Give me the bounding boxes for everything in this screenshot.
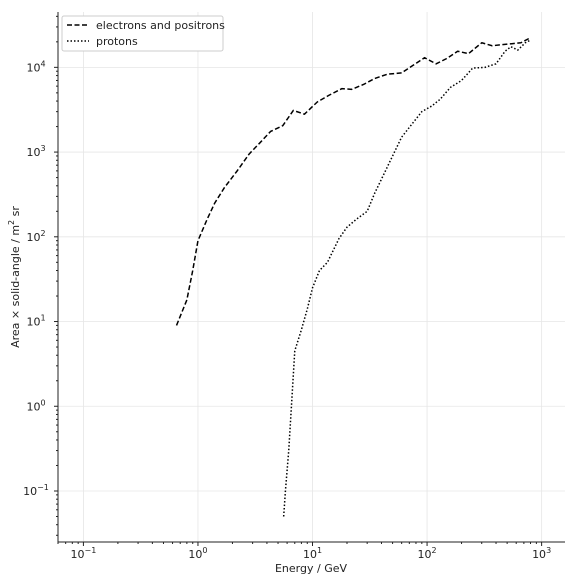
y-axis-label-exponent: 2 (7, 220, 16, 225)
y-tick-label-exponent: 1 (40, 314, 45, 323)
y-tick-label: 100 (26, 398, 45, 413)
y-tick-label-exponent: −1 (37, 483, 49, 492)
legend-label-protons: protons (96, 35, 138, 48)
y-tick-label: 101 (26, 314, 45, 329)
legend-frame (61, 15, 224, 52)
y-tick-label-exponent: 4 (40, 59, 45, 68)
y-tick-label-base: 10 (26, 146, 40, 159)
x-tick-label: 103 (532, 546, 551, 561)
x-tick-label-exponent: 3 (546, 546, 551, 555)
x-tick-label-base: 10 (188, 548, 202, 561)
y-tick-label-base: 10 (26, 316, 40, 329)
x-ticks: 10−1 100 101 102 103 (57, 542, 551, 561)
x-tick-label-base: 10 (71, 548, 85, 561)
y-tick-label: 10−1 (23, 483, 49, 498)
y-tick-label: 102 (26, 229, 45, 244)
x-tick-label-exponent: 0 (202, 546, 207, 555)
y-tick-label-base: 10 (26, 231, 40, 244)
x-tick-label: 102 (418, 546, 437, 561)
y-axis-label-unit: sr (9, 206, 22, 220)
y-axis-label: Area × solid-angle / m2 sr (7, 206, 22, 348)
plot-area (175, 37, 531, 517)
y-tick-label-exponent: 2 (40, 229, 45, 238)
x-tick-label-base: 10 (532, 548, 546, 561)
x-tick-label-exponent: −1 (85, 546, 97, 555)
y-tick-label-exponent: 3 (40, 144, 45, 153)
x-tick-label-exponent: 2 (432, 546, 437, 555)
y-tick-label-base: 10 (26, 400, 40, 413)
x-tick-label: 100 (188, 546, 207, 561)
x-axis-label: Energy / GeV (275, 562, 348, 575)
y-tick-label: 103 (26, 144, 45, 159)
x-tick-label-base: 10 (418, 548, 432, 561)
legend-label-electrons-and-positrons: electrons and positrons (96, 19, 225, 32)
x-tick-label-exponent: 1 (317, 546, 322, 555)
x-tick-label: 10−1 (71, 546, 97, 561)
x-tick-label-base: 10 (303, 548, 317, 561)
x-tick-label: 101 (303, 546, 322, 561)
y-tick-label-exponent: 0 (40, 398, 45, 407)
y-tick-label-base: 10 (26, 61, 40, 74)
series-line-electrons-and-positrons (175, 37, 530, 326)
y-tick-label: 104 (26, 59, 45, 74)
y-axis-label-main: Area × solid-angle / m (9, 225, 22, 348)
axes (57, 12, 565, 543)
y-tick-label-base: 10 (23, 485, 37, 498)
legend: electrons and positrons protons (61, 15, 225, 52)
series-line-protons (282, 39, 531, 517)
grid (58, 12, 565, 542)
